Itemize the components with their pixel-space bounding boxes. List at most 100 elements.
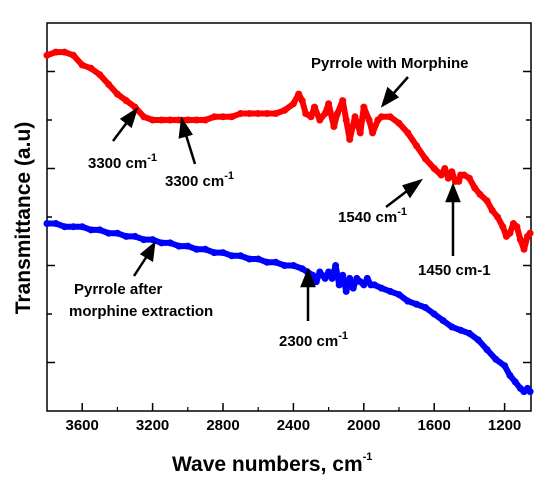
data-point: [511, 378, 519, 386]
data-point: [140, 113, 148, 121]
data-point: [175, 242, 183, 250]
data-point: [69, 223, 77, 231]
data-point: [281, 262, 289, 269]
data-point: [245, 110, 253, 117]
data-point: [437, 171, 445, 179]
data-point: [516, 236, 524, 244]
arrow-2300: [300, 267, 316, 321]
data-point: [346, 135, 354, 143]
data-point: [122, 97, 130, 105]
data-point: [421, 304, 429, 311]
data-point: [245, 255, 253, 263]
data-point: [184, 242, 192, 250]
data-point: [289, 100, 297, 108]
x-tick-label-1600: 1600: [418, 417, 451, 434]
data-point: [105, 229, 113, 237]
data-point: [356, 129, 364, 137]
data-point: [166, 239, 174, 247]
data-point: [61, 48, 69, 56]
arrow-pyrrole-after: [132, 241, 156, 277]
data-point: [149, 236, 157, 244]
data-point: [219, 249, 227, 257]
data-point: [157, 116, 165, 124]
data-point: [131, 232, 139, 240]
data-point: [448, 323, 456, 331]
data-point: [492, 355, 500, 363]
annotation-arrows: [112, 76, 461, 321]
data-point: [377, 113, 385, 121]
data-point: [404, 129, 412, 137]
data-point: [360, 103, 368, 111]
data-point: [413, 142, 421, 150]
data-point: [219, 113, 227, 121]
arrow-1450: [445, 182, 461, 256]
data-point: [302, 110, 310, 117]
data-point: [321, 274, 329, 282]
data-point: [210, 249, 218, 257]
data-point: [321, 110, 329, 117]
data-point: [157, 239, 165, 247]
annotation-3300-left: 3300 cm-1: [88, 152, 157, 172]
data-point: [87, 64, 95, 72]
x-axis-title-sup: -1: [363, 451, 373, 463]
data-point: [254, 255, 262, 263]
data-point: [316, 268, 324, 276]
data-point: [312, 278, 320, 286]
data-point: [228, 252, 236, 260]
data-point: [201, 245, 209, 253]
data-point: [465, 174, 473, 182]
data-point: [363, 274, 371, 282]
data-point: [501, 362, 509, 370]
arrow-pyrrole-morphine: [380, 76, 409, 108]
data-point: [210, 113, 218, 121]
arrow-1540: [385, 178, 424, 208]
x-axis-tick-labels: 3600 3200 2800 2400 2000 1600 1200: [66, 417, 522, 434]
data-point: [325, 100, 333, 108]
annotation-2300: 2300 cm-1: [279, 330, 348, 350]
data-point: [254, 110, 262, 117]
annotation-pyrrole-after-1: Pyrrole after: [74, 281, 163, 298]
data-point: [370, 281, 378, 289]
data-point: [386, 113, 394, 121]
data-point: [272, 110, 280, 117]
data-point: [105, 80, 113, 88]
data-point: [78, 61, 86, 69]
data-point: [395, 291, 403, 299]
data-point: [52, 220, 60, 227]
series-line-1: [44, 49, 534, 253]
x-tick-label-2400: 2400: [277, 417, 310, 434]
data-point: [69, 51, 77, 59]
data-point: [342, 287, 350, 295]
data-point: [377, 284, 385, 292]
data-point: [61, 223, 69, 231]
data-point: [474, 336, 482, 344]
data-point: [413, 300, 421, 308]
data-point: [263, 258, 271, 266]
arrow-3300-left: [112, 107, 139, 142]
data-point: [506, 229, 514, 237]
data-point: [113, 229, 121, 237]
data-point: [346, 274, 354, 282]
x-tick-label-2800: 2800: [206, 417, 239, 434]
data-point: [430, 310, 438, 318]
data-point: [339, 271, 347, 279]
data-point: [122, 232, 130, 240]
data-point: [395, 119, 403, 127]
data-point: [526, 229, 534, 237]
data-point: [349, 284, 357, 292]
data-point: [52, 48, 60, 56]
data-point: [281, 106, 289, 114]
data-point: [335, 281, 343, 289]
data-point: [471, 184, 479, 192]
data-point: [43, 220, 51, 227]
data-point: [430, 165, 438, 172]
data-point: [448, 168, 456, 176]
data-point: [421, 155, 429, 163]
data-point: [460, 171, 468, 179]
data-point: [483, 346, 491, 354]
data-point: [332, 262, 340, 269]
data-point: [351, 113, 359, 121]
series-layer: [43, 48, 534, 396]
series-2: [43, 220, 534, 396]
